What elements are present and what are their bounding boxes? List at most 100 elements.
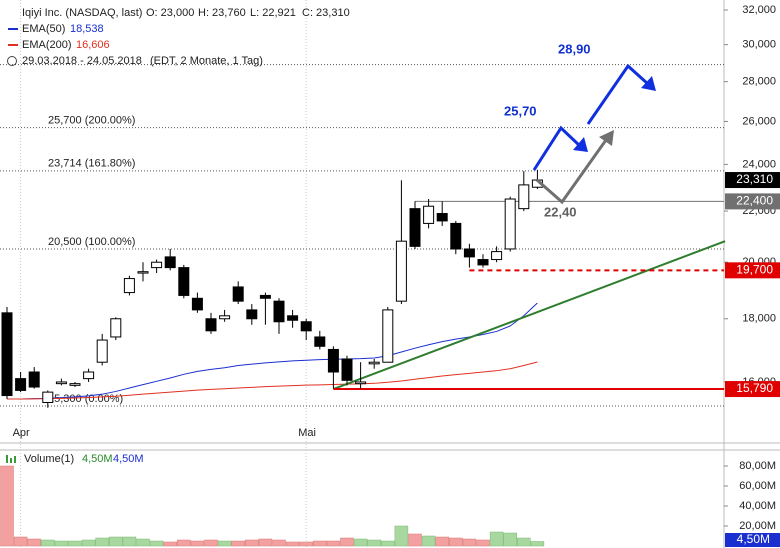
volume-bar <box>530 541 545 547</box>
candle-body <box>327 348 339 373</box>
candle-body <box>219 315 231 320</box>
candle-body <box>246 309 258 320</box>
volume-icon <box>10 458 12 463</box>
y-tick-label: 60,00M <box>739 480 776 492</box>
candle-body <box>287 315 299 321</box>
ohlc: L: 22,921 <box>250 7 296 19</box>
candle-body <box>491 251 503 261</box>
volume-bar <box>326 540 341 547</box>
volume-bar <box>299 541 313 547</box>
volume-bar <box>340 537 354 547</box>
candle-body <box>504 198 516 250</box>
candle-body <box>341 358 353 381</box>
y-tick-label: 28,000 <box>742 76 776 88</box>
y-tick-label: 26,000 <box>742 115 776 127</box>
arrowhead <box>599 130 614 146</box>
candle-body <box>28 371 40 388</box>
candle-body <box>96 339 108 363</box>
x-tick-label: Apr <box>13 427 30 439</box>
level-label: 20,500 (100.00%) <box>48 236 135 248</box>
candle-body <box>450 222 462 250</box>
candle-body <box>1 312 13 397</box>
volume-icon <box>14 456 16 463</box>
y-tick-label: 30,000 <box>742 39 776 51</box>
price-tag-label: 15,790 <box>736 381 773 395</box>
candle-body <box>42 391 54 403</box>
candle-body <box>436 213 448 222</box>
y-tick-label: 24,000 <box>742 158 776 170</box>
volume-bar <box>353 538 368 547</box>
candle-body <box>395 240 407 302</box>
ohlc: O: 23,000 <box>146 7 194 19</box>
volume-bar <box>54 540 69 547</box>
ohlc: C: 23,310 <box>302 7 350 19</box>
volume-bar <box>367 539 381 547</box>
volume-bar <box>41 539 55 547</box>
volume-bar <box>95 537 109 547</box>
y-tick-label: 20,00M <box>739 520 776 532</box>
volume-bar <box>285 541 300 547</box>
y-tick-label: 40,00M <box>739 500 776 512</box>
arrowhead <box>573 137 588 152</box>
volume-bar <box>462 538 477 547</box>
volume-bar <box>476 539 490 547</box>
candle-body <box>55 381 67 385</box>
volume-bar <box>122 536 137 547</box>
ema-line <box>7 361 538 400</box>
volume-bar <box>27 538 41 547</box>
arrow <box>532 125 582 171</box>
legend-value: 16,606 <box>76 39 110 51</box>
volume-bar <box>435 536 449 547</box>
price-tag-label: 4,50M <box>737 532 770 546</box>
volume-bar <box>408 533 422 547</box>
candle-body <box>137 271 149 274</box>
volume-bar <box>489 531 504 547</box>
overlay: 22,400 19,700 15,790 23,310 4,50M <box>725 172 780 547</box>
header: Iqiyi Inc. (NASDAQ, last) O: 23,000 H: 2… <box>6 7 350 465</box>
price-tag <box>725 381 780 398</box>
volume-bar <box>421 535 436 547</box>
annotation: 28,90 <box>558 41 591 56</box>
ohlc: H: 23,760 <box>198 7 246 19</box>
volume-icon <box>6 455 8 463</box>
volume-bar <box>149 540 164 547</box>
y-tick-label: 18,000 <box>742 313 776 325</box>
candle-body <box>273 300 285 323</box>
volume-bar <box>245 539 259 547</box>
price-tag <box>725 172 780 189</box>
volume-bar <box>217 540 232 547</box>
annotation: 25,70 <box>504 103 537 118</box>
level-label: 23,714 (161.80%) <box>48 158 135 170</box>
volume-bar <box>13 536 28 547</box>
price-tag-label: 19,700 <box>736 263 773 277</box>
arrow <box>586 63 650 125</box>
candle-body <box>368 361 380 365</box>
y-tick-label: 80,00M <box>739 460 776 472</box>
volume-bar <box>313 540 327 547</box>
price-tag-label: 23,310 <box>736 172 773 186</box>
volume-value: 4,50M <box>82 453 113 465</box>
volume-bar <box>272 539 286 547</box>
volume-label: Volume(1) <box>24 453 74 465</box>
candle-body <box>110 318 122 338</box>
candle-body <box>83 371 95 380</box>
candle-body <box>151 261 163 269</box>
volume-bar <box>190 540 205 547</box>
price-tag-label: 22,400 <box>736 194 773 208</box>
price-tag <box>725 533 780 547</box>
period: 29.03.2018 - 24.05.2018 <box>22 55 142 67</box>
ema-line <box>7 302 538 400</box>
candle-body <box>382 309 394 363</box>
candle-body <box>191 297 203 311</box>
candle-body <box>205 318 217 332</box>
volume-bar <box>231 540 245 547</box>
candle-body <box>518 184 530 210</box>
title: Iqiyi Inc. (NASDAQ, last) <box>22 7 142 19</box>
candle-body <box>355 381 367 385</box>
candle-body <box>477 259 489 266</box>
volume-value: 4,50M <box>113 453 144 465</box>
level-label: 25,700 (200.00%) <box>48 115 135 127</box>
volume-bar <box>177 539 191 547</box>
